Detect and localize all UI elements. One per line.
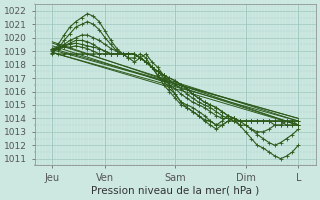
X-axis label: Pression niveau de la mer( hPa ): Pression niveau de la mer( hPa ) xyxy=(91,186,260,196)
